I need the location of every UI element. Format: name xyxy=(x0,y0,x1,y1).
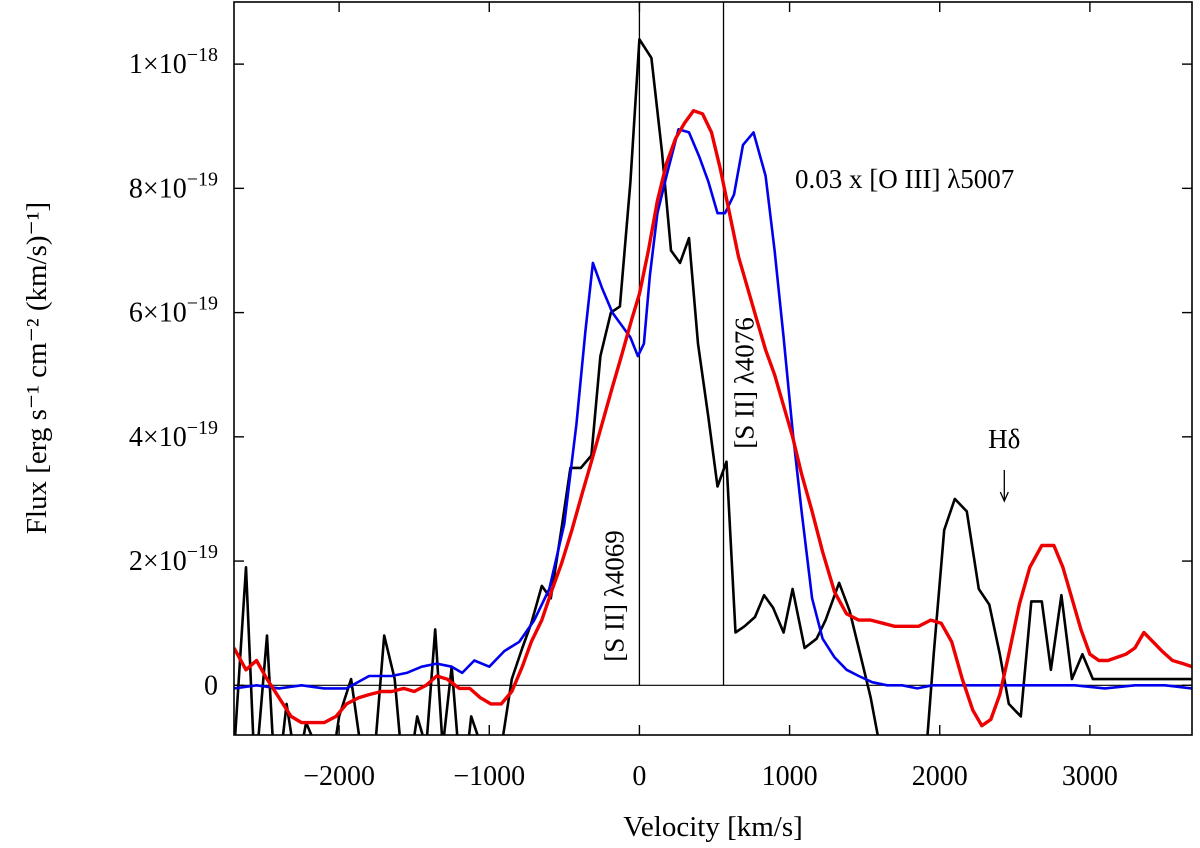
series-line-1 xyxy=(234,128,1192,690)
hdelta-arrowhead xyxy=(999,491,1009,503)
vertical-marker-lines: [S II] λ4069 [S II] λ4076 xyxy=(599,2,760,686)
vertical-line-label-1: [S II] λ4076 xyxy=(730,317,760,449)
plot-frame xyxy=(233,1,1193,736)
axis-ticks xyxy=(234,2,1192,735)
vertical-line-label-0: [S II] λ4069 xyxy=(599,530,629,662)
y-tick-label: 1×10−18 xyxy=(129,44,218,80)
y-tick-label: 4×10−19 xyxy=(129,417,218,453)
annotations: 0.03 x [O III] λ5007 Hδ xyxy=(795,164,1020,503)
oiii-annotation: 0.03 x [O III] λ5007 xyxy=(795,164,1014,194)
x-tick-label: 2000 xyxy=(912,761,968,792)
x-tick-label: 3000 xyxy=(1062,761,1118,792)
x-tick-label: 0 xyxy=(632,761,646,792)
y-tick-label: 8×10−19 xyxy=(129,168,218,204)
tick-labels: −2000 −1000 0 1000 2000 3000 0 2×10−19 4×10−19 6×… xyxy=(129,44,1118,792)
hdelta-label: Hδ xyxy=(988,424,1020,454)
series-line-0 xyxy=(234,37,1192,735)
series-lines xyxy=(234,37,1192,735)
series-line-2 xyxy=(234,108,1192,728)
y-axis-title: Flux [erg s⁻¹ cm⁻² (km/s)⁻¹] xyxy=(21,202,53,534)
y-tick-label: 0 xyxy=(204,670,218,701)
y-tick-label: 2×10−19 xyxy=(129,541,218,577)
y-tick-label: 6×10−19 xyxy=(129,293,218,329)
x-tick-label: −2000 xyxy=(303,761,375,792)
x-tick-label: 1000 xyxy=(762,761,818,792)
x-axis-title: Velocity [km/s] xyxy=(623,811,803,843)
x-tick-label: −1000 xyxy=(453,761,525,792)
